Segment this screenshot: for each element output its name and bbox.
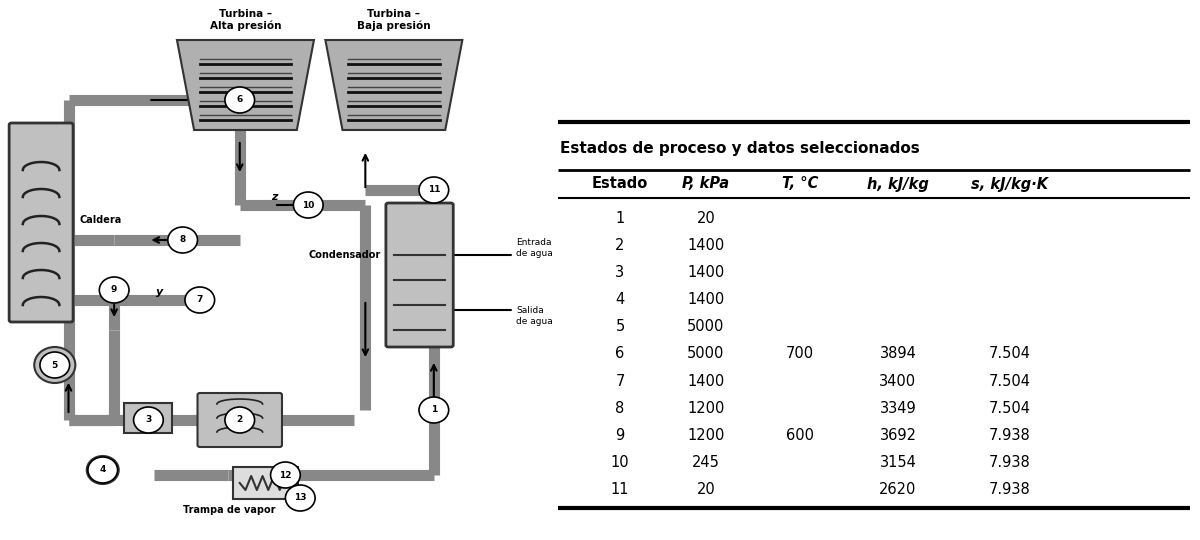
FancyBboxPatch shape	[386, 203, 454, 347]
Text: 9: 9	[616, 428, 625, 443]
Text: 7: 7	[197, 295, 203, 305]
Circle shape	[224, 87, 254, 113]
Text: 8: 8	[180, 235, 186, 245]
Text: Turbina –
Alta presión: Turbina – Alta presión	[210, 9, 281, 31]
Text: 7.504: 7.504	[989, 347, 1031, 361]
Text: 6: 6	[236, 96, 242, 105]
Circle shape	[133, 407, 163, 433]
Text: 7.938: 7.938	[989, 455, 1031, 470]
Text: P, kPa: P, kPa	[683, 177, 730, 192]
FancyBboxPatch shape	[10, 123, 73, 322]
Circle shape	[286, 485, 316, 511]
Text: 1: 1	[431, 406, 437, 415]
Text: 700: 700	[786, 347, 814, 361]
Circle shape	[419, 177, 449, 203]
Circle shape	[294, 192, 323, 218]
Text: 1400: 1400	[688, 374, 725, 389]
Circle shape	[185, 287, 215, 313]
Text: 6: 6	[616, 347, 625, 361]
Text: Salida
de agua: Salida de agua	[516, 306, 553, 326]
Text: 5: 5	[52, 361, 58, 369]
Text: 1400: 1400	[688, 265, 725, 280]
Text: 2620: 2620	[880, 482, 917, 497]
Text: 2: 2	[616, 238, 625, 253]
Text: 1400: 1400	[688, 292, 725, 307]
Text: 1400: 1400	[688, 238, 725, 253]
Polygon shape	[325, 40, 462, 130]
Text: 5: 5	[616, 319, 625, 334]
Circle shape	[224, 407, 254, 433]
Text: 7.938: 7.938	[989, 482, 1031, 497]
Text: 7.504: 7.504	[989, 401, 1031, 416]
Text: 20: 20	[697, 482, 715, 497]
Text: 7: 7	[616, 374, 625, 389]
Text: 1200: 1200	[688, 401, 725, 416]
Text: 5000: 5000	[688, 347, 725, 361]
Text: 3400: 3400	[880, 374, 917, 389]
Text: 4: 4	[100, 465, 106, 475]
Text: 600: 600	[786, 428, 814, 443]
Circle shape	[35, 347, 76, 383]
Text: y: y	[156, 287, 163, 297]
Text: 20: 20	[697, 211, 715, 226]
Text: 11: 11	[427, 186, 440, 194]
Text: 3349: 3349	[880, 401, 917, 416]
Polygon shape	[176, 40, 314, 130]
Text: 4: 4	[616, 292, 625, 307]
Circle shape	[168, 227, 198, 253]
FancyBboxPatch shape	[233, 467, 298, 499]
Text: Trampa de vapor: Trampa de vapor	[182, 505, 275, 515]
Text: Caldera: Caldera	[80, 215, 122, 225]
Circle shape	[88, 457, 118, 483]
Text: T, °C: T, °C	[782, 177, 818, 192]
Text: 11: 11	[611, 482, 629, 497]
Circle shape	[419, 397, 449, 423]
Text: 7.938: 7.938	[989, 428, 1031, 443]
Circle shape	[270, 462, 300, 488]
Text: 3: 3	[145, 415, 151, 424]
Text: 10: 10	[611, 455, 629, 470]
Text: Entrada
de agua: Entrada de agua	[516, 238, 553, 258]
Text: s, kJ/kg·K: s, kJ/kg·K	[972, 177, 1049, 192]
Text: 9: 9	[110, 286, 118, 294]
Text: 1200: 1200	[688, 428, 725, 443]
FancyBboxPatch shape	[198, 393, 282, 447]
Text: 3692: 3692	[880, 428, 917, 443]
Text: h, kJ/kg: h, kJ/kg	[868, 177, 929, 192]
Circle shape	[100, 277, 130, 303]
Bar	[0, 0, 548, 540]
Text: z: z	[271, 192, 277, 202]
Text: 3154: 3154	[880, 455, 917, 470]
Circle shape	[40, 352, 70, 378]
Text: 245: 245	[692, 455, 720, 470]
Text: Estado: Estado	[592, 177, 648, 192]
Text: 3894: 3894	[880, 347, 917, 361]
Text: 3: 3	[616, 265, 624, 280]
Text: 12: 12	[280, 470, 292, 480]
Text: 7.504: 7.504	[989, 374, 1031, 389]
Text: 5000: 5000	[688, 319, 725, 334]
Text: Condensador: Condensador	[308, 250, 380, 260]
Text: 1: 1	[616, 211, 625, 226]
FancyBboxPatch shape	[125, 403, 173, 433]
Text: 2: 2	[236, 415, 242, 424]
Text: 10: 10	[302, 200, 314, 210]
Text: Estados de proceso y datos seleccionados: Estados de proceso y datos seleccionados	[560, 140, 919, 156]
Text: 8: 8	[616, 401, 625, 416]
Text: 13: 13	[294, 494, 306, 503]
Circle shape	[86, 456, 119, 484]
Text: Turbina –
Baja presión: Turbina – Baja presión	[358, 9, 431, 31]
